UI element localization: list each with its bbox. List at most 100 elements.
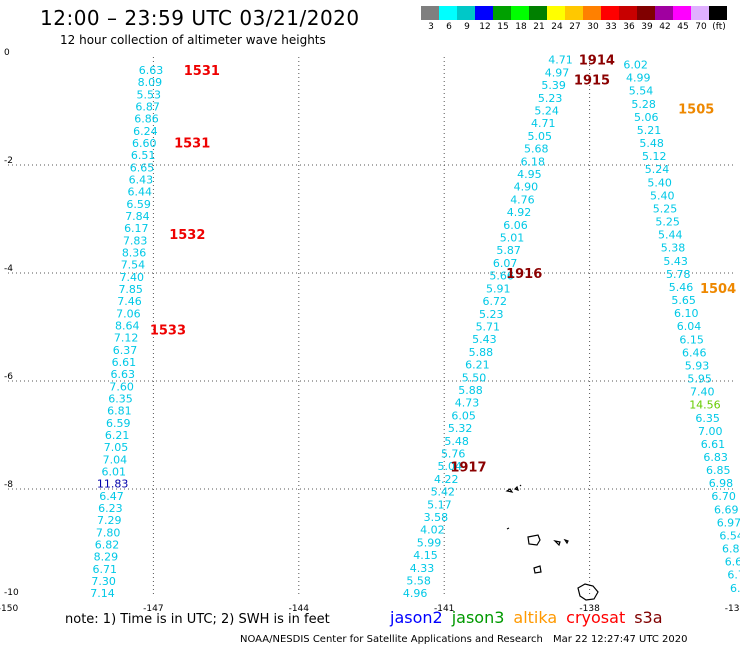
colorbar-swatch [637, 6, 655, 20]
swh-value: 5.68 [524, 143, 549, 156]
swh-value: 5.87 [496, 244, 521, 257]
swh-value: 11.83 [97, 478, 129, 491]
swh-value: 5.48 [444, 435, 469, 448]
swh-value: 6.46 [682, 346, 707, 359]
swh-value: 5.65 [671, 294, 696, 307]
swh-value: 8.64 [115, 320, 140, 333]
swh-value: 6.70 [727, 569, 740, 582]
time-label: 1531 [174, 136, 210, 151]
swh-value: 6.70 [711, 490, 736, 503]
swh-value: 5.24 [645, 163, 670, 176]
swh-value: 6.10 [674, 307, 699, 320]
swh-value: 4.76 [510, 193, 535, 206]
x-tick-label: -147 [143, 604, 163, 614]
time-labels: 1531 1531 1532 1533 1914 1915 1916 1917 1505 1504 [150, 54, 736, 476]
swh-value: 7.30 [91, 575, 116, 588]
swh-value: 7.80 [96, 526, 121, 539]
swh-value: 6.71 [93, 563, 118, 576]
x-tick-label: -138 [579, 604, 600, 614]
satellite-legend: jason2 jason3 altika cryosat s3a [390, 608, 672, 627]
swh-value: 5.46 [669, 281, 694, 294]
swh-value: 7.54 [121, 259, 146, 272]
colorbar-swatch [439, 6, 457, 20]
swh-value: 6.18 [521, 155, 546, 168]
swh-value: 8.09 [138, 76, 163, 89]
swh-value: 5.66 [489, 270, 514, 283]
swh-value: 4.73 [455, 397, 480, 410]
swh-value: 5.54 [629, 85, 654, 98]
swh-value: 6.35 [695, 412, 720, 425]
swh-value: 5.32 [448, 422, 473, 435]
time-label: 1504 [700, 282, 736, 297]
swh-value: 8.29 [94, 551, 119, 564]
colorbar-label: 18 [515, 22, 527, 32]
swh-value: 5.38 [661, 242, 686, 255]
swh-value: 5.50 [462, 371, 487, 384]
swh-value: 4.96 [403, 587, 428, 600]
swh-value: 6.61 [701, 438, 726, 451]
swh-value: 6.59 [106, 417, 131, 430]
swh-value: 7.40 [690, 386, 715, 399]
swh-value: 6.68 [725, 556, 740, 569]
y-tick-label: -6 [4, 372, 13, 382]
swh-value: 6.44 [127, 186, 152, 199]
colorbar-label: 15 [497, 22, 509, 32]
swh-value: 8.36 [122, 246, 147, 259]
time-label: 1531 [184, 64, 220, 79]
colorbar-label: 42 [659, 22, 671, 32]
swh-value: 6.37 [113, 344, 138, 357]
swh-value: 6.15 [679, 333, 704, 346]
time-label: 1505 [678, 102, 714, 117]
swh-value: 6.98 [709, 477, 734, 490]
x-tick-label: -144 [289, 604, 310, 614]
swh-value: 6.43 [129, 173, 154, 186]
swh-value: 6.54 [719, 529, 740, 542]
swh-value: 5.17 [427, 498, 452, 511]
swh-value: 5.71 [476, 320, 501, 333]
swh-value: 6.05 [451, 409, 476, 422]
swh-value: 5.88 [458, 384, 483, 397]
swh-value: 5.06 [634, 111, 659, 124]
swh-value: 3.58 [424, 511, 449, 524]
x-tick-label: -150 [0, 604, 18, 614]
swh-value: 7.06 [116, 307, 141, 320]
swh-value: 5.24 [534, 105, 559, 118]
colorbar-swatch [691, 6, 709, 20]
swh-value: 6.04 [677, 320, 702, 333]
swh-value: 6.86 [134, 113, 159, 126]
colorbar-label: 70 [695, 22, 707, 32]
y-tick-label: -8 [4, 480, 13, 490]
colorbar-label: 33 [605, 22, 617, 32]
swh-value: 7.00 [698, 425, 723, 438]
swh-value: 6.01 [102, 466, 127, 479]
swh-value: 6.97 [717, 516, 740, 529]
swh-value: 4.92 [507, 206, 532, 219]
swh-value: 6.87 [135, 100, 160, 113]
legend-cryosat: cryosat [566, 608, 626, 627]
colorbar-swatch [457, 6, 475, 20]
swh-value: 6.47 [99, 490, 124, 503]
swh-value: 6.51 [131, 149, 156, 162]
hawaii-coastline [505, 484, 599, 601]
swh-value: 5.76 [441, 447, 466, 460]
y-tick-label: 0 [4, 48, 10, 58]
swh-value: 5.44 [658, 229, 683, 242]
swh-value: 6.63 [111, 368, 136, 381]
swh-value: 6.02 [623, 59, 648, 72]
colorbar-label: 39 [641, 22, 653, 32]
y-tick-label: -10 [4, 588, 19, 598]
colorbar-swatch [493, 6, 511, 20]
track-layer: 6.638.095.536.876.866.246.606.516.656.43… [90, 54, 740, 601]
legend-jason2: jason2 [390, 608, 443, 627]
colorbar-label: 27 [569, 22, 581, 32]
swh-value: 5.43 [472, 333, 497, 346]
colorbar-swatch [583, 6, 601, 20]
colorbar-swatch [511, 6, 529, 20]
swh-value: 6.80 [730, 582, 740, 595]
swh-value: 14.56 [689, 399, 721, 412]
colorbar-label: 3 [428, 22, 434, 32]
swh-value: 5.39 [541, 79, 566, 92]
swh-value: 5.95 [687, 373, 712, 386]
swh-value: 6.69 [714, 503, 739, 516]
swh-value: 7.12 [114, 332, 139, 345]
